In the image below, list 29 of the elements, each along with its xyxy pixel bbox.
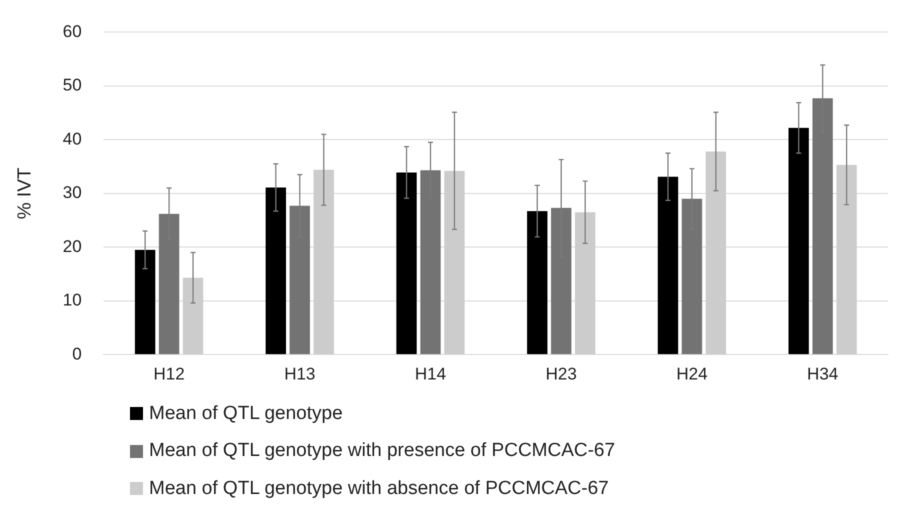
- y-tick-label: 20: [62, 236, 82, 256]
- x-tick-label: H13: [284, 364, 316, 384]
- bar: [396, 172, 417, 354]
- bar: [527, 211, 548, 354]
- legend-label: Mean of QTL genotype with presence of PCCMCAC-67: [149, 440, 616, 462]
- x-tick-label: H34: [807, 364, 838, 384]
- y-tick-label: 10: [62, 290, 82, 310]
- y-axis-title: % IVT: [14, 167, 36, 220]
- bar: [134, 250, 156, 354]
- y-tick-label: 30: [62, 183, 82, 202]
- y-tick-label: 40: [62, 129, 82, 148]
- bar: [574, 212, 596, 354]
- x-tick-label: H14: [414, 364, 446, 384]
- x-tick-label: H24: [676, 364, 708, 384]
- legend-label: Mean of QTL genotype with absence of PCCMCAC-67: [149, 478, 609, 500]
- y-tick-label: 50: [62, 76, 82, 95]
- bar: [836, 164, 857, 354]
- bar: [266, 187, 286, 354]
- bar: [314, 170, 334, 354]
- y-tick-label: 60: [62, 22, 82, 41]
- x-tick-label: H12: [153, 364, 185, 384]
- bar: [706, 151, 726, 354]
- y-tick-label: 0: [72, 344, 82, 364]
- bar: [788, 128, 809, 354]
- legend-label: Mean of QTL genotype: [149, 402, 343, 425]
- bar: [444, 170, 465, 354]
- x-tick-label: H23: [546, 364, 577, 384]
- bar: [658, 176, 678, 354]
- bar: [182, 278, 204, 354]
